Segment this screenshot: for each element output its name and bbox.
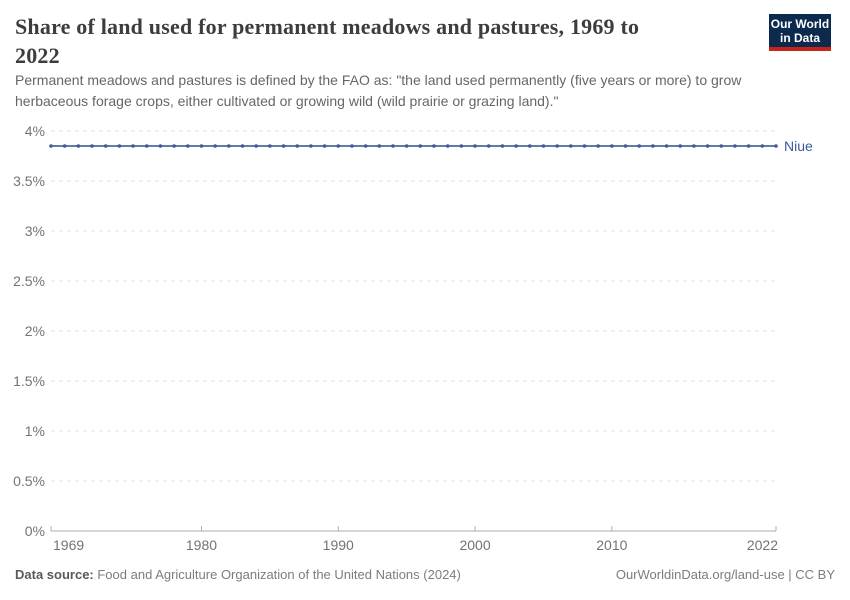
data-point[interactable] xyxy=(623,144,628,148)
y-axis-tick-label: 4% xyxy=(25,123,45,139)
data-point[interactable] xyxy=(719,144,724,148)
chart-footer: Data source: Food and Agriculture Organi… xyxy=(15,566,835,583)
data-point[interactable] xyxy=(473,144,477,148)
data-source-label: Data source: xyxy=(15,567,94,582)
data-point[interactable] xyxy=(445,144,450,148)
data-source-text: Food and Agriculture Organization of the… xyxy=(93,567,461,582)
data-point[interactable] xyxy=(705,144,710,148)
data-point[interactable] xyxy=(295,144,300,148)
y-axis-tick-label: 2% xyxy=(25,323,45,339)
data-point[interactable] xyxy=(76,144,81,148)
owid-logo[interactable]: Our World in Data xyxy=(769,14,831,51)
data-point[interactable] xyxy=(733,144,737,148)
x-axis-tick-label: 2022 xyxy=(747,537,778,553)
data-point[interactable] xyxy=(309,144,313,148)
data-point[interactable] xyxy=(172,144,176,148)
data-point[interactable] xyxy=(500,144,505,148)
data-point[interactable] xyxy=(555,144,559,148)
data-point[interactable] xyxy=(391,144,395,148)
chart-subtitle: Permanent meadows and pastures is define… xyxy=(15,72,742,109)
data-point[interactable] xyxy=(158,144,163,148)
data-point[interactable] xyxy=(144,144,149,148)
data-point[interactable] xyxy=(336,144,341,148)
data-point[interactable] xyxy=(240,144,245,148)
data-point[interactable] xyxy=(103,144,108,148)
y-axis-tick-label: 1% xyxy=(25,423,45,439)
data-point[interactable] xyxy=(363,144,368,148)
y-axis-tick-label: 2.5% xyxy=(13,273,45,289)
data-point[interactable] xyxy=(90,144,94,148)
data-point[interactable] xyxy=(569,144,573,148)
owid-logo-line2: in Data xyxy=(779,31,820,45)
y-axis-tick-label: 3% xyxy=(25,223,45,239)
data-point[interactable] xyxy=(610,144,614,148)
data-point[interactable] xyxy=(254,144,258,148)
x-axis-tick-label: 1980 xyxy=(186,537,217,553)
data-point[interactable] xyxy=(459,144,464,148)
data-point[interactable] xyxy=(49,144,53,148)
data-point[interactable] xyxy=(432,144,436,148)
data-point[interactable] xyxy=(418,144,423,148)
data-point[interactable] xyxy=(199,144,204,148)
data-point[interactable] xyxy=(185,144,190,148)
data-point[interactable] xyxy=(213,144,217,148)
data-point[interactable] xyxy=(692,144,696,148)
data-point[interactable] xyxy=(637,144,642,148)
data-point[interactable] xyxy=(131,144,135,148)
data-point[interactable] xyxy=(117,144,122,148)
data-point[interactable] xyxy=(678,144,683,148)
data-point[interactable] xyxy=(760,144,765,148)
data-point[interactable] xyxy=(664,144,669,148)
data-point[interactable] xyxy=(281,144,286,148)
data-point[interactable] xyxy=(651,144,655,148)
data-point[interactable] xyxy=(774,144,778,148)
x-axis-tick-label: 1969 xyxy=(53,537,84,553)
license-link[interactable]: OurWorldinData.org/land-use | CC BY xyxy=(615,567,835,582)
data-point[interactable] xyxy=(377,144,382,148)
data-source: Data source: Food and Agriculture Organi… xyxy=(15,566,461,583)
data-point[interactable] xyxy=(227,144,231,148)
data-point[interactable] xyxy=(350,144,354,148)
y-axis-tick-label: 1.5% xyxy=(13,373,45,389)
series-end-label[interactable]: Niue xyxy=(784,138,813,154)
data-point[interactable] xyxy=(541,144,546,148)
owid-logo-line1: Our World xyxy=(770,17,830,31)
x-axis-tick-label: 2010 xyxy=(596,537,627,553)
data-point[interactable] xyxy=(268,144,272,148)
x-axis-tick-label: 1990 xyxy=(323,537,354,553)
data-point[interactable] xyxy=(596,144,600,148)
data-point[interactable] xyxy=(527,144,532,148)
data-point[interactable] xyxy=(404,144,409,148)
chart-title: Share of land used for permanent meadows… xyxy=(15,14,640,68)
y-axis-tick-label: 0.5% xyxy=(13,473,45,489)
y-axis-tick-label: 0% xyxy=(25,523,45,539)
x-axis-tick-label: 2000 xyxy=(459,537,490,553)
data-point[interactable] xyxy=(746,144,751,148)
y-axis-tick-label: 3.5% xyxy=(13,173,45,189)
data-point[interactable] xyxy=(62,144,67,148)
data-point[interactable] xyxy=(514,144,518,148)
data-point[interactable] xyxy=(486,144,491,148)
data-point[interactable] xyxy=(582,144,587,148)
data-point[interactable] xyxy=(322,144,327,148)
